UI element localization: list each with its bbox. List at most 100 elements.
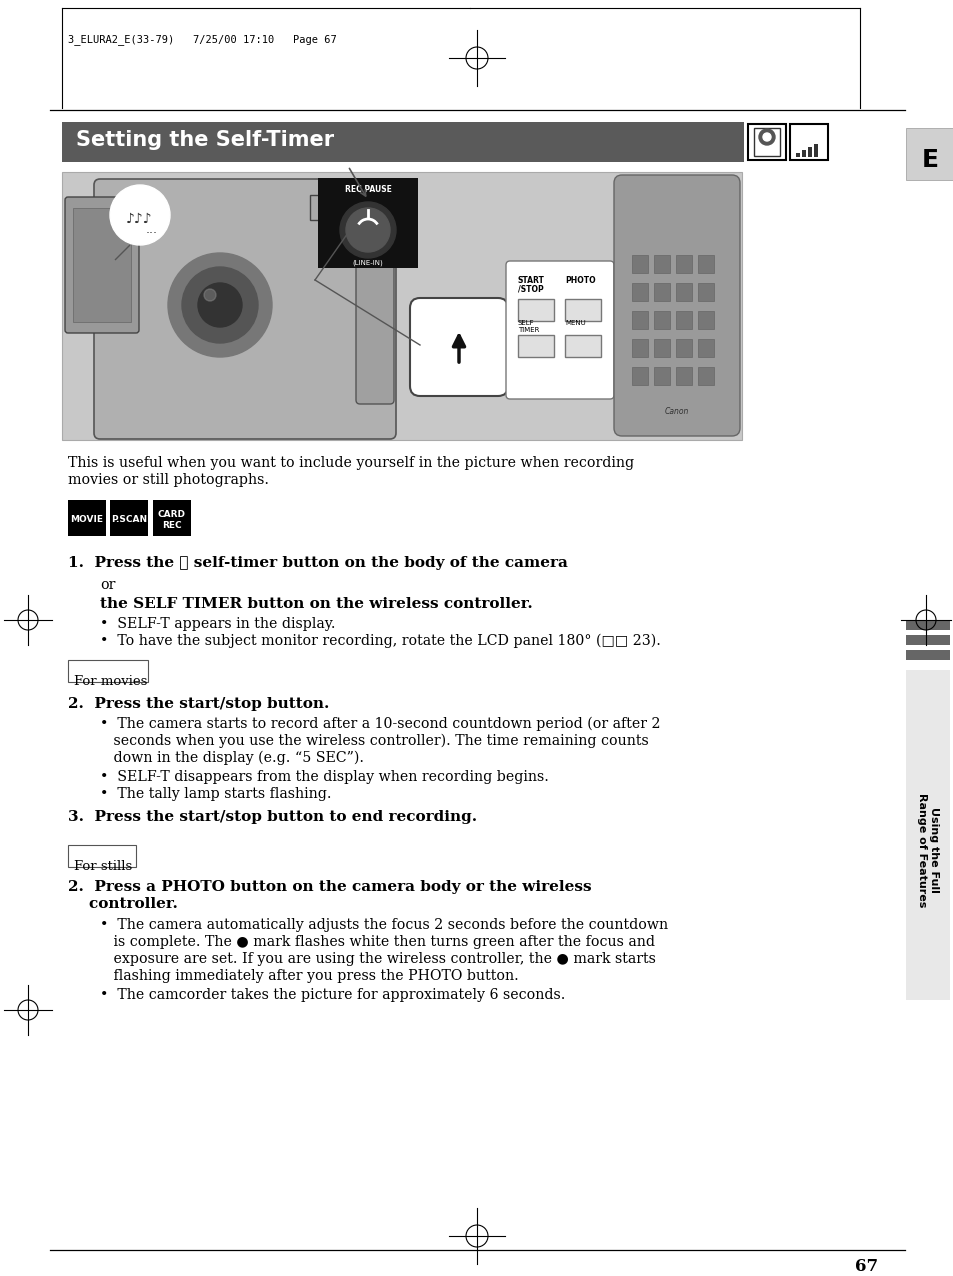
Bar: [807, 147, 811, 157]
Bar: [676, 339, 691, 357]
Bar: [905, 128, 953, 180]
Text: is complete. The ● mark flashes white then turns green after the focus and: is complete. The ● mark flashes white th…: [100, 935, 655, 949]
Text: ...: ...: [146, 223, 158, 236]
Bar: [676, 255, 691, 273]
Bar: [698, 255, 713, 273]
Text: 3.  Press the start/stop button to end recording.: 3. Press the start/stop button to end re…: [68, 810, 476, 824]
Bar: [631, 339, 647, 357]
Bar: [564, 299, 600, 322]
Text: •  The camera starts to record after a 10-second countdown period (or after 2: • The camera starts to record after a 10…: [100, 717, 659, 731]
Text: •  The tally lamp starts flashing.: • The tally lamp starts flashing.: [100, 787, 331, 801]
Bar: [517, 299, 554, 322]
Bar: [631, 283, 647, 301]
Bar: [676, 283, 691, 301]
Bar: [517, 336, 554, 357]
Text: Using the Full
Range of Features: Using the Full Range of Features: [916, 792, 938, 907]
Bar: [753, 128, 780, 156]
FancyBboxPatch shape: [505, 262, 614, 399]
Bar: [789, 124, 827, 160]
Bar: [62, 172, 741, 440]
Text: REC PAUSE: REC PAUSE: [344, 185, 391, 194]
Text: PHOTO: PHOTO: [564, 276, 595, 285]
Bar: [698, 311, 713, 329]
PathPatch shape: [115, 245, 130, 260]
FancyBboxPatch shape: [410, 299, 507, 396]
Text: Canon: Canon: [664, 407, 688, 416]
FancyBboxPatch shape: [355, 236, 394, 404]
Text: •  The camera automatically adjusts the focus 2 seconds before the countdown: • The camera automatically adjusts the f…: [100, 917, 667, 931]
Text: down in the display (e.g. “5 SEC”).: down in the display (e.g. “5 SEC”).: [100, 752, 364, 766]
Circle shape: [168, 253, 272, 357]
Text: flashing immediately after you press the PHOTO button.: flashing immediately after you press the…: [100, 968, 518, 983]
Bar: [676, 311, 691, 329]
Text: 2.  Press a PHOTO button on the camera body or the wireless: 2. Press a PHOTO button on the camera bo…: [68, 880, 591, 894]
Text: E: E: [921, 148, 938, 172]
Text: CARD
REC: CARD REC: [158, 510, 186, 530]
Text: This is useful when you want to include yourself in the picture when recording: This is useful when you want to include …: [68, 456, 634, 470]
Text: For movies: For movies: [74, 675, 147, 688]
Bar: [631, 367, 647, 385]
Text: For stills: For stills: [74, 860, 132, 873]
Text: controller.: controller.: [68, 897, 177, 911]
Circle shape: [198, 283, 242, 327]
Text: exposure are set. If you are using the wireless controller, the ● mark starts: exposure are set. If you are using the w…: [100, 952, 656, 966]
Text: MOVIE: MOVIE: [71, 516, 103, 524]
Text: SELF: SELF: [517, 320, 534, 325]
Text: •  The camcorder takes the picture for approximately 6 seconds.: • The camcorder takes the picture for ap…: [100, 988, 565, 1002]
Text: the SELF TIMER button on the wireless controller.: the SELF TIMER button on the wireless co…: [100, 597, 532, 611]
Bar: [905, 620, 949, 630]
Circle shape: [762, 133, 770, 142]
FancyBboxPatch shape: [65, 197, 139, 333]
Bar: [905, 670, 949, 1000]
Bar: [801, 151, 805, 157]
Text: START: START: [517, 276, 544, 285]
Bar: [676, 367, 691, 385]
Bar: [698, 283, 713, 301]
Bar: [110, 500, 148, 536]
Circle shape: [346, 208, 390, 251]
Bar: [68, 500, 106, 536]
Circle shape: [759, 129, 774, 145]
Text: •  SELF-T disappears from the display when recording begins.: • SELF-T disappears from the display whe…: [100, 769, 548, 783]
Text: seconds when you use the wireless controller). The time remaining counts: seconds when you use the wireless contro…: [100, 734, 648, 749]
Bar: [68, 660, 148, 681]
Bar: [654, 255, 669, 273]
Text: P.SCAN: P.SCAN: [111, 516, 147, 524]
Circle shape: [182, 267, 257, 343]
Bar: [152, 500, 191, 536]
Bar: [68, 845, 136, 866]
Bar: [62, 122, 743, 162]
Circle shape: [204, 288, 215, 301]
Bar: [654, 367, 669, 385]
Text: 1.  Press the ⌛ self-timer button on the body of the camera: 1. Press the ⌛ self-timer button on the …: [68, 556, 567, 570]
Bar: [310, 195, 370, 219]
Bar: [905, 635, 949, 644]
Text: •  To have the subject monitor recording, rotate the LCD panel 180° (□□ 23).: • To have the subject monitor recording,…: [100, 634, 660, 648]
Bar: [905, 649, 949, 660]
Bar: [654, 311, 669, 329]
Text: •  SELF-T appears in the display.: • SELF-T appears in the display.: [100, 618, 335, 632]
Bar: [698, 367, 713, 385]
Text: (LINE-IN): (LINE-IN): [353, 259, 383, 265]
Bar: [564, 336, 600, 357]
Text: 3_ELURA2_E(33-79)   7/25/00 17:10   Page 67: 3_ELURA2_E(33-79) 7/25/00 17:10 Page 67: [68, 34, 336, 45]
FancyBboxPatch shape: [94, 179, 395, 439]
Bar: [654, 339, 669, 357]
Circle shape: [110, 185, 170, 245]
Bar: [73, 208, 131, 322]
Bar: [317, 177, 417, 268]
Circle shape: [339, 202, 395, 258]
Bar: [813, 144, 817, 157]
Bar: [698, 339, 713, 357]
Text: 67: 67: [854, 1258, 877, 1275]
Text: MENU: MENU: [564, 320, 585, 325]
Text: 2.  Press the start/stop button.: 2. Press the start/stop button.: [68, 697, 329, 711]
Bar: [631, 311, 647, 329]
Bar: [631, 255, 647, 273]
Bar: [747, 124, 785, 160]
Text: ♪♪♪: ♪♪♪: [126, 212, 152, 226]
Bar: [654, 283, 669, 301]
Text: movies or still photographs.: movies or still photographs.: [68, 473, 269, 487]
Text: /STOP: /STOP: [517, 285, 543, 293]
Text: TIMER: TIMER: [517, 327, 538, 333]
